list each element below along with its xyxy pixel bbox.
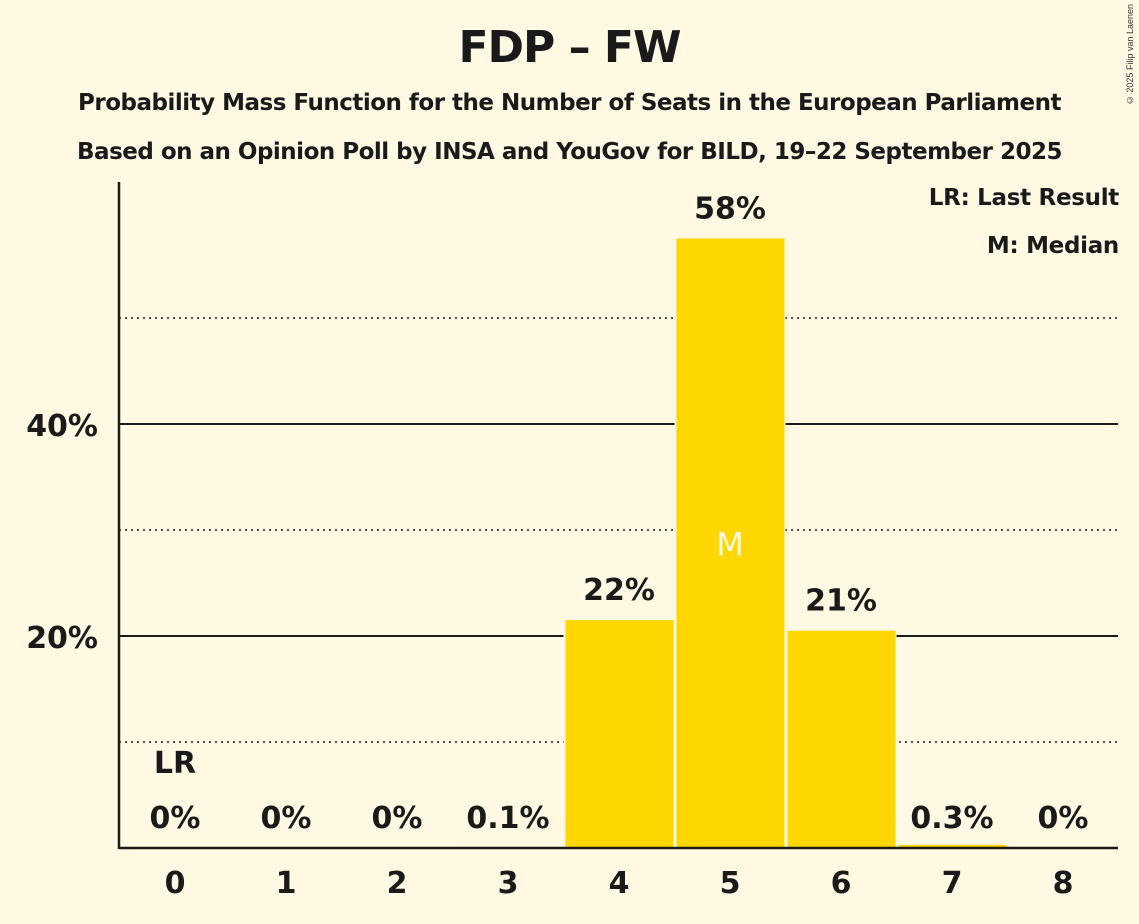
data-label: 21% (805, 584, 877, 619)
legend-median: M: Median (986, 233, 1119, 259)
x-tick-label: 7 (942, 866, 963, 901)
x-tick-label: 3 (498, 866, 519, 901)
last-result-marker: LR (154, 746, 196, 781)
data-label: 22% (583, 573, 655, 608)
x-tick-label: 0 (165, 866, 186, 901)
bar (787, 630, 896, 848)
bar (898, 844, 1007, 848)
chart-source: Based on an Opinion Poll by INSA and You… (77, 139, 1062, 165)
bar (565, 620, 674, 848)
x-tick-label: 5 (720, 866, 741, 901)
data-label: 0% (150, 801, 201, 836)
x-tick-label: 2 (387, 866, 408, 901)
data-label: 0% (1038, 801, 1089, 836)
chart-title: FDP – FW (458, 22, 681, 73)
y-tick-label: 20% (26, 621, 98, 656)
data-label: 0% (372, 801, 423, 836)
x-tick-label: 8 (1053, 866, 1074, 901)
data-label: 58% (694, 192, 766, 227)
data-label: 0% (261, 801, 312, 836)
data-label: 0.1% (466, 801, 549, 836)
bar (676, 238, 785, 848)
y-tick-label: 40% (26, 409, 98, 444)
chart-subtitle: Probability Mass Function for the Number… (78, 90, 1061, 116)
x-tick-label: 1 (276, 866, 297, 901)
data-label: 0.3% (910, 801, 993, 836)
legend-last-result: LR: Last Result (928, 185, 1120, 211)
x-tick-label: 4 (609, 866, 630, 901)
x-tick-label: 6 (831, 866, 852, 901)
median-marker: M (716, 525, 744, 563)
